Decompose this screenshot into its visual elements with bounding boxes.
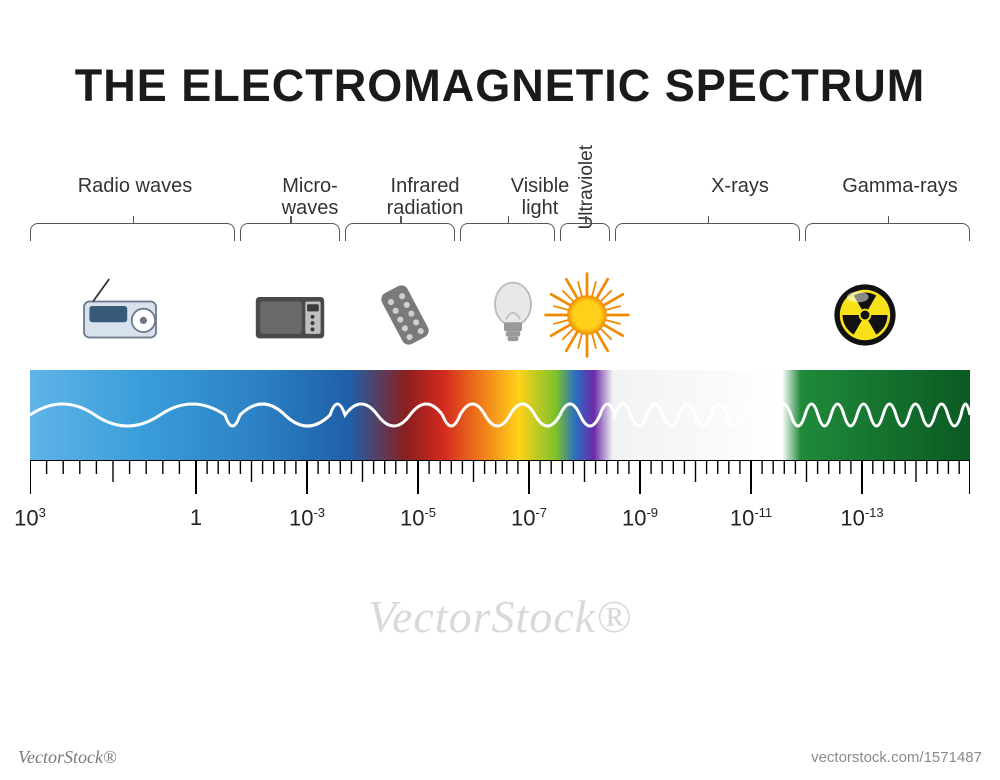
band-icons-row <box>30 270 970 360</box>
band-bracket-xray <box>615 223 800 241</box>
band-bracket-uv <box>560 223 610 241</box>
tick-label: 10-7 <box>511 505 547 531</box>
band-bracket-gamma <box>805 223 970 241</box>
footer-image-id: vectorstock.com/1571487 <box>811 749 982 766</box>
radio-icon <box>75 270 165 360</box>
tick-label: 10-3 <box>289 505 325 531</box>
spectrum-bar <box>30 370 970 460</box>
band-labels-row: Radio wavesMicro-wavesInfraredradiationV… <box>30 175 970 255</box>
watermark: VectorStock® <box>0 590 1000 643</box>
wavelength-ruler <box>30 460 970 510</box>
band-label-xray: X-rays <box>670 175 810 197</box>
microwave-icon <box>245 270 335 360</box>
band-bracket-visible <box>460 223 555 241</box>
tick-label: 1 <box>190 505 202 531</box>
wavelength-tick-labels: 103110-310-510-710-910-1110-13 <box>30 505 970 545</box>
ruler-svg <box>30 460 970 510</box>
tick-label: 10-9 <box>622 505 658 531</box>
footer-brand: VectorStock® <box>18 747 117 768</box>
radiation-icon <box>820 270 910 360</box>
band-bracket-radio <box>30 223 235 241</box>
band-label-radio: Radio waves <box>65 175 205 197</box>
remote-icon <box>360 270 450 360</box>
footer: VectorStock® vectorstock.com/1571487 <box>0 734 1000 780</box>
watermark-text: VectorStock® <box>368 591 632 642</box>
tick-label: 103 <box>14 505 46 531</box>
band-label-uv: Ultraviolet <box>577 145 598 229</box>
tick-label: 10-13 <box>840 505 883 531</box>
sun-icon <box>542 270 632 360</box>
page-title: THE ELECTROMAGNETIC SPECTRUM <box>0 60 1000 112</box>
band-label-gamma: Gamma-rays <box>830 175 970 197</box>
tick-label: 10-11 <box>730 505 772 531</box>
spectrum-svg <box>30 370 970 460</box>
band-bracket-infrared <box>345 223 455 241</box>
tick-label: 10-5 <box>400 505 436 531</box>
title-text: THE ELECTROMAGNETIC SPECTRUM <box>75 60 926 111</box>
band-bracket-microwave <box>240 223 340 241</box>
